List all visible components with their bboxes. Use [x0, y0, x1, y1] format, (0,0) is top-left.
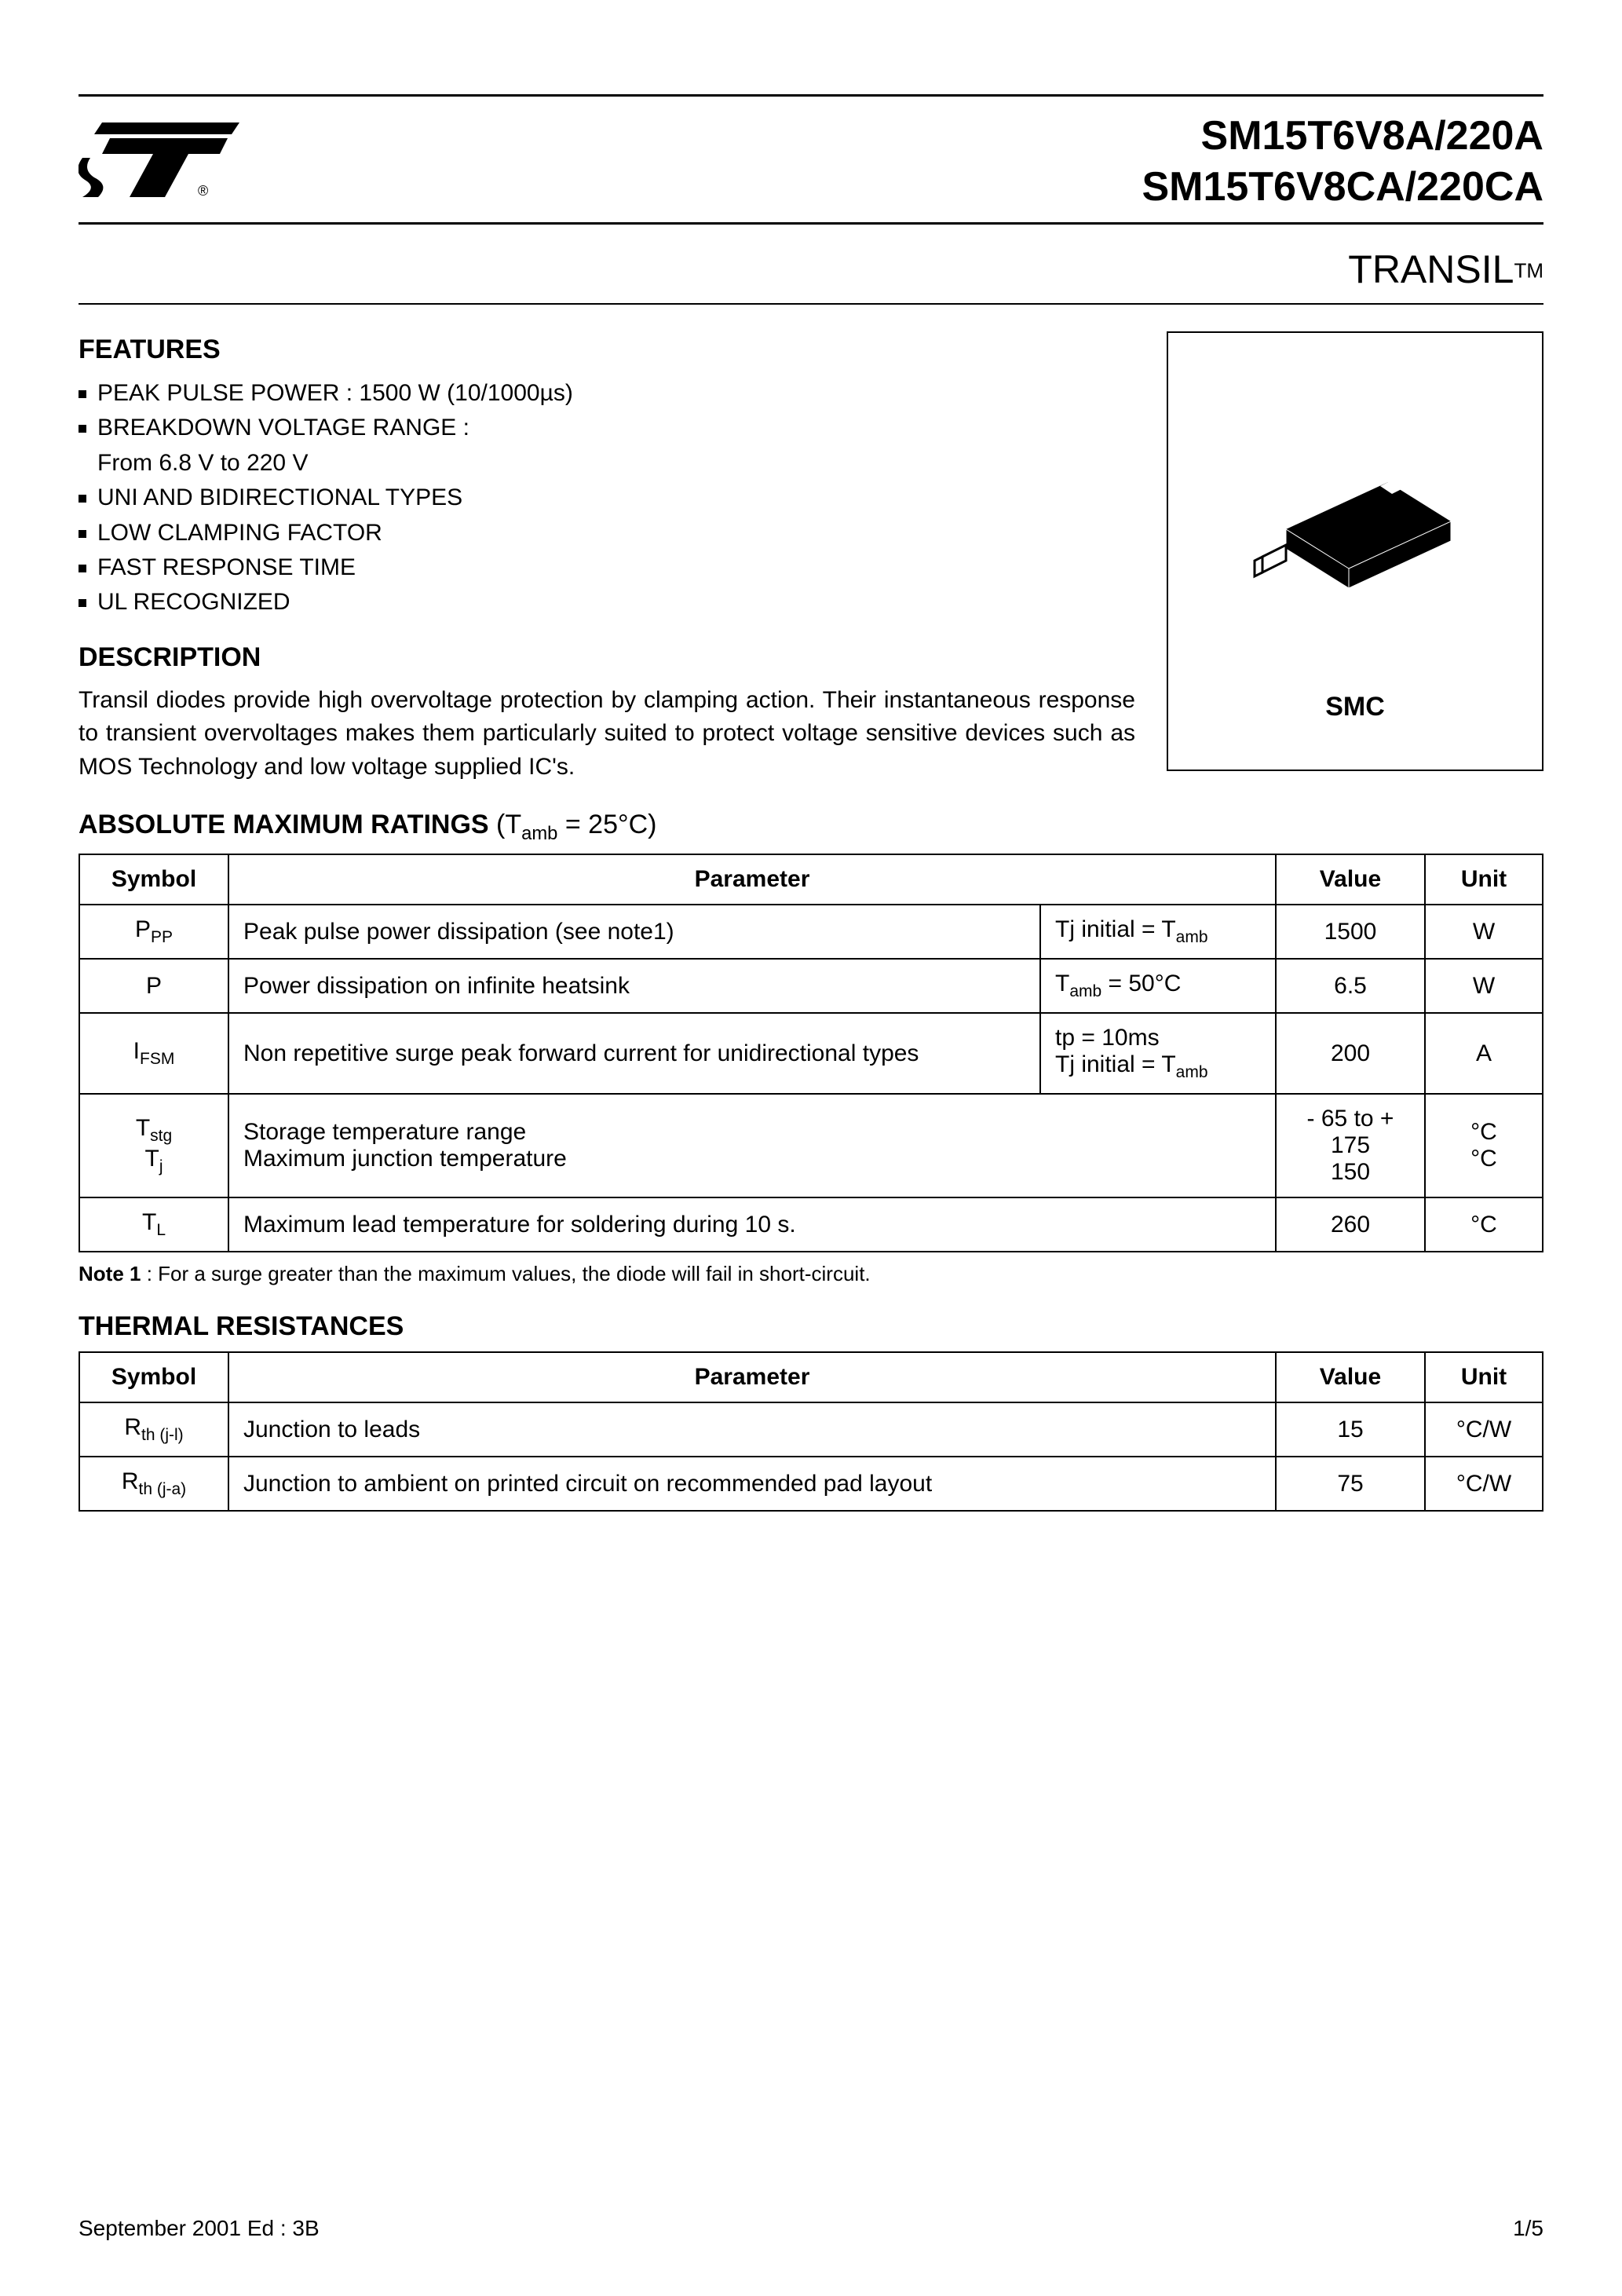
cell-parameter: Junction to ambient on printed circuit o… [228, 1457, 1276, 1511]
abs-max-condition: (Tamb = 25°C) [496, 810, 656, 839]
cell-symbol: TL [79, 1197, 228, 1252]
left-column: FEATURES PEAK PULSE POWER : 1500 W (10/1… [79, 327, 1135, 784]
cell-unit: °C [1425, 1197, 1543, 1252]
right-column: SMC [1167, 327, 1543, 784]
cell-value: 200 [1276, 1013, 1425, 1094]
cell-unit: A [1425, 1013, 1543, 1094]
st-logo: ® [79, 119, 243, 205]
cell-condition: Tj initial = Tamb [1040, 905, 1276, 959]
cell-unit: °C°C [1425, 1094, 1543, 1197]
cell-condition: Tamb = 50°C [1040, 959, 1276, 1013]
cell-unit: °C/W [1425, 1457, 1543, 1511]
cell-unit: °C/W [1425, 1402, 1543, 1457]
abs-max-tbody: PPP Peak pulse power dissipation (see no… [79, 905, 1543, 1252]
table-row: P Power dissipation on infinite heatsink… [79, 959, 1543, 1013]
part-number-1: SM15T6V8A/220A [1142, 111, 1543, 162]
part-numbers: SM15T6V8A/220A SM15T6V8CA/220CA [1142, 111, 1543, 213]
feature-item: FAST RESPONSE TIME [79, 550, 1135, 585]
cell-parameter: Maximum lead temperature for soldering d… [228, 1197, 1276, 1252]
table-row: Rth (j-a) Junction to ambient on printed… [79, 1457, 1543, 1511]
table-header-row: Symbol Parameter Value Unit [79, 854, 1543, 905]
cell-parameter: Power dissipation on infinite heatsink [228, 959, 1040, 1013]
th-symbol: Symbol [79, 854, 228, 905]
cell-value: 15 [1276, 1402, 1425, 1457]
footer-date: September 2001 Ed : 3B [79, 2216, 320, 2241]
package-drawing-icon [1239, 419, 1474, 623]
thermal-table: Symbol Parameter Value Unit Rth (j-l) Ju… [79, 1351, 1543, 1512]
cell-condition: tp = 10msTj initial = Tamb [1040, 1013, 1276, 1094]
th-parameter: Parameter [228, 1352, 1276, 1402]
abs-max-note: Note 1 : For a surge greater than the ma… [79, 1262, 1543, 1286]
cell-parameter: Junction to leads [228, 1402, 1276, 1457]
cell-value: 260 [1276, 1197, 1425, 1252]
cell-value: 75 [1276, 1457, 1425, 1511]
main-content: FEATURES PEAK PULSE POWER : 1500 W (10/1… [79, 327, 1543, 784]
transil-rule [79, 303, 1543, 305]
description-text: Transil diodes provide high overvoltage … [79, 684, 1135, 784]
package-box: SMC [1167, 331, 1543, 771]
cell-parameter: Peak pulse power dissipation (see note1) [228, 905, 1040, 959]
feature-text: PEAK PULSE POWER : 1500 W (10/1000µs) [97, 380, 573, 406]
cell-symbol: Rth (j-a) [79, 1457, 228, 1511]
feature-item: UL RECOGNIZED [79, 585, 1135, 620]
feature-text: LOW CLAMPING FACTOR [97, 520, 382, 546]
abs-max-title-text: ABSOLUTE MAXIMUM RATINGS [79, 810, 489, 839]
cell-value: 6.5 [1276, 959, 1425, 1013]
svg-text:®: ® [198, 183, 208, 199]
th-unit: Unit [1425, 854, 1543, 905]
page-footer: September 2001 Ed : 3B 1/5 [79, 2216, 1543, 2241]
product-family: TRANSIL [1348, 247, 1514, 291]
cell-symbol: Rth (j-l) [79, 1402, 228, 1457]
footer-page-number: 1/5 [1513, 2216, 1543, 2241]
th-symbol: Symbol [79, 1352, 228, 1402]
table-row: Rth (j-l) Junction to leads 15 °C/W [79, 1402, 1543, 1457]
table-row: TL Maximum lead temperature for solderin… [79, 1197, 1543, 1252]
thermal-tbody: Rth (j-l) Junction to leads 15 °C/W Rth … [79, 1402, 1543, 1511]
feature-text: FAST RESPONSE TIME [97, 554, 356, 580]
feature-item: PEAK PULSE POWER : 1500 W (10/1000µs) [79, 376, 1135, 411]
cell-parameter: Storage temperature rangeMaximum junctio… [228, 1094, 1276, 1197]
product-family-row: TRANSILTM [79, 225, 1543, 303]
table-header-row: Symbol Parameter Value Unit [79, 1352, 1543, 1402]
features-list: PEAK PULSE POWER : 1500 W (10/1000µs) BR… [79, 376, 1135, 620]
cell-symbol: IFSM [79, 1013, 228, 1094]
th-parameter: Parameter [228, 854, 1276, 905]
cell-unit: W [1425, 959, 1543, 1013]
abs-max-table: Symbol Parameter Value Unit PPP Peak pul… [79, 854, 1543, 1252]
features-title: FEATURES [79, 335, 1135, 365]
part-number-2: SM15T6V8CA/220CA [1142, 162, 1543, 213]
table-row: TstgTj Storage temperature rangeMaximum … [79, 1094, 1543, 1197]
package-label: SMC [1168, 692, 1542, 722]
cell-unit: W [1425, 905, 1543, 959]
trademark-icon: TM [1514, 259, 1543, 283]
cell-symbol: TstgTj [79, 1094, 228, 1197]
table-row: IFSM Non repetitive surge peak forward c… [79, 1013, 1543, 1094]
datasheet-page: ® SM15T6V8A/220A SM15T6V8CA/220CA TRANSI… [0, 0, 1622, 2296]
description-title: DESCRIPTION [79, 642, 1135, 673]
feature-item: LOW CLAMPING FACTOR [79, 516, 1135, 550]
cell-symbol: P [79, 959, 228, 1013]
cell-parameter: Non repetitive surge peak forward curren… [228, 1013, 1040, 1094]
abs-max-title: ABSOLUTE MAXIMUM RATINGS (Tamb = 25°C) [79, 810, 1543, 845]
thermal-title: THERMAL RESISTANCES [79, 1311, 1543, 1342]
cell-value: 1500 [1276, 905, 1425, 959]
th-value: Value [1276, 1352, 1425, 1402]
header-block: ® SM15T6V8A/220A SM15T6V8CA/220CA [79, 97, 1543, 222]
feature-text: BREAKDOWN VOLTAGE RANGE :From 6.8 V to 2… [97, 415, 469, 475]
feature-text: UL RECOGNIZED [97, 589, 290, 615]
th-value: Value [1276, 854, 1425, 905]
feature-item: BREAKDOWN VOLTAGE RANGE :From 6.8 V to 2… [79, 411, 1135, 481]
feature-text: UNI AND BIDIRECTIONAL TYPES [97, 484, 462, 510]
feature-item: UNI AND BIDIRECTIONAL TYPES [79, 481, 1135, 515]
table-row: PPP Peak pulse power dissipation (see no… [79, 905, 1543, 959]
cell-value: - 65 to + 175150 [1276, 1094, 1425, 1197]
th-unit: Unit [1425, 1352, 1543, 1402]
st-logo-icon: ® [79, 119, 243, 205]
cell-symbol: PPP [79, 905, 228, 959]
